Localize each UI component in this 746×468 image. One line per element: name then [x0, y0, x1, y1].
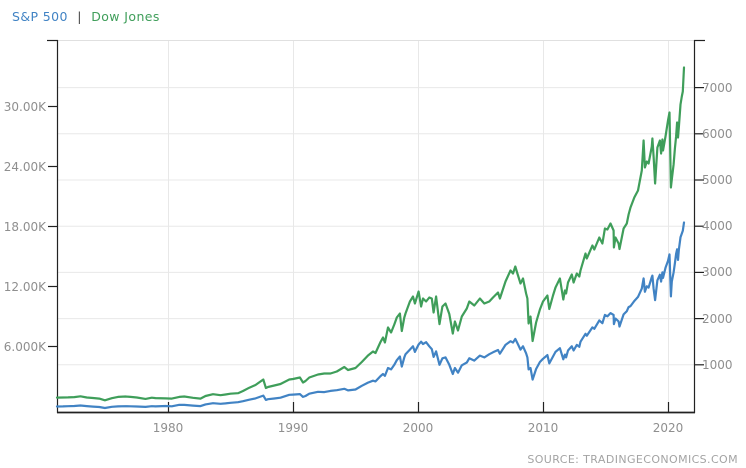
- y-axis-label-right: 3000: [702, 265, 733, 280]
- source-attribution: SOURCE: TRADINGECONOMICS.COM: [527, 453, 738, 466]
- legend-item-dow-jones[interactable]: Dow Jones: [91, 9, 160, 24]
- y-axis-label-right: 6000: [702, 126, 733, 141]
- chart-legend: S&P 500 | Dow Jones: [12, 9, 160, 24]
- sp500-line: [55, 221, 686, 410]
- x-axis-label: 2020: [652, 421, 684, 435]
- y-axis-label-right: 2000: [702, 311, 733, 326]
- x-axis-label: 2000: [402, 421, 434, 435]
- legend-separator: |: [77, 9, 82, 24]
- y-axis-label-left: 18.00K: [3, 219, 46, 234]
- legend-item-sp500[interactable]: S&P 500: [12, 9, 68, 24]
- x-axis-label: 2010: [527, 421, 559, 435]
- y-axis-label-left: 6.000K: [3, 339, 46, 354]
- y-axis-label-left: 30.00K: [3, 99, 46, 114]
- y-axis-label-right: 5000: [702, 173, 733, 187]
- y-axis-label-right: 1000: [702, 357, 733, 372]
- y-axis-label-left: 12.00K: [3, 279, 46, 294]
- y-axis-label-right: 4000: [702, 219, 733, 234]
- dow-jones-line: [55, 66, 686, 402]
- x-axis-label: 1990: [277, 421, 309, 435]
- y-axis-label-left: 24.00K: [3, 159, 46, 174]
- x-axis-label: 1980: [152, 421, 184, 435]
- y-axis-label-right: 7000: [702, 80, 733, 95]
